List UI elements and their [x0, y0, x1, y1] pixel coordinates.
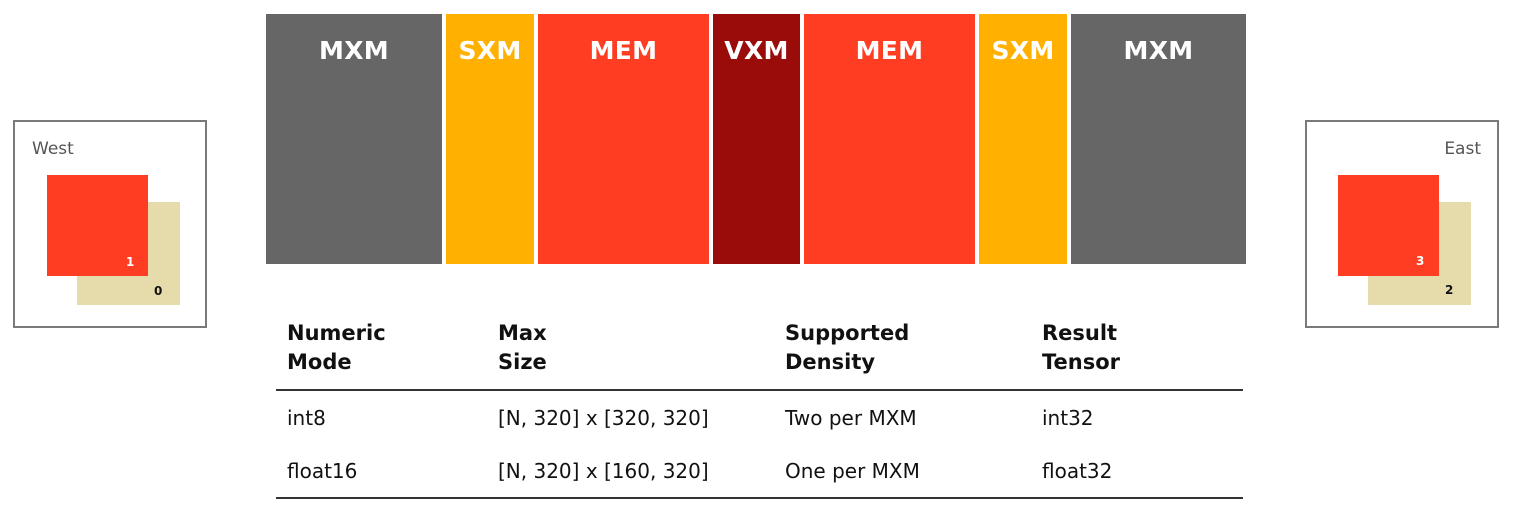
block-mxm-east: MXM [1071, 14, 1246, 264]
functional-unit-strip: MXM SXM MEM VXM MEM SXM MXM [266, 14, 1246, 264]
east-panel: East 3 2 [1305, 120, 1499, 328]
west-label: West [32, 139, 74, 159]
block-sxm-west: SXM [446, 14, 534, 264]
west-panel: West 1 0 [13, 120, 207, 328]
table-row: int8 [N, 320] x [320, 320] Two per MXM i… [276, 390, 1243, 445]
header-result-tensor-line2: Tensor [1042, 350, 1121, 374]
east-label: East [1444, 139, 1481, 159]
header-numeric-mode-line1: Numeric [287, 321, 386, 345]
header-result-tensor: Result Tensor [1031, 316, 1243, 391]
cell-result-tensor: float32 [1031, 445, 1243, 499]
cell-numeric-mode: int8 [287, 406, 326, 430]
header-supported-density-line1: Supported [785, 321, 910, 345]
header-max-size-line1: Max [498, 321, 547, 345]
west-front-tile [47, 175, 148, 276]
header-numeric-mode: Numeric Mode [276, 316, 487, 391]
header-numeric-mode-line2: Mode [287, 350, 352, 374]
table-row: float16 [N, 320] x [160, 320] One per MX… [276, 445, 1243, 499]
cell-max-size: [N, 320] x [320, 320] [498, 406, 709, 430]
header-max-size: Max Size [487, 316, 774, 391]
block-vxm: VXM [713, 14, 800, 264]
block-mem-west: MEM [538, 14, 709, 264]
east-front-tile-number: 3 [1416, 254, 1425, 268]
cell-supported-density: Two per MXM [785, 406, 917, 430]
cell-max-size: [N, 320] x [160, 320] [487, 445, 774, 499]
block-sxm-east: SXM [979, 14, 1067, 264]
header-supported-density-line2: Density [785, 350, 876, 374]
east-front-tile [1338, 175, 1439, 276]
header-supported-density: Supported Density [774, 316, 1031, 391]
east-back-tile-number: 2 [1445, 283, 1454, 297]
cell-supported-density: One per MXM [774, 445, 1031, 499]
west-front-tile-number: 1 [126, 255, 135, 269]
numeric-modes-table: Numeric Mode Max Size Supported Density … [276, 316, 1243, 499]
header-result-tensor-line1: Result [1042, 321, 1118, 345]
cell-numeric-mode: float16 [276, 445, 487, 499]
table-header-row: Numeric Mode Max Size Supported Density … [276, 316, 1243, 391]
block-mem-east: MEM [804, 14, 975, 264]
cell-result-tensor: int32 [1042, 406, 1094, 430]
block-mxm-west: MXM [266, 14, 442, 264]
west-back-tile-number: 0 [154, 284, 163, 298]
header-max-size-line2: Size [498, 350, 547, 374]
